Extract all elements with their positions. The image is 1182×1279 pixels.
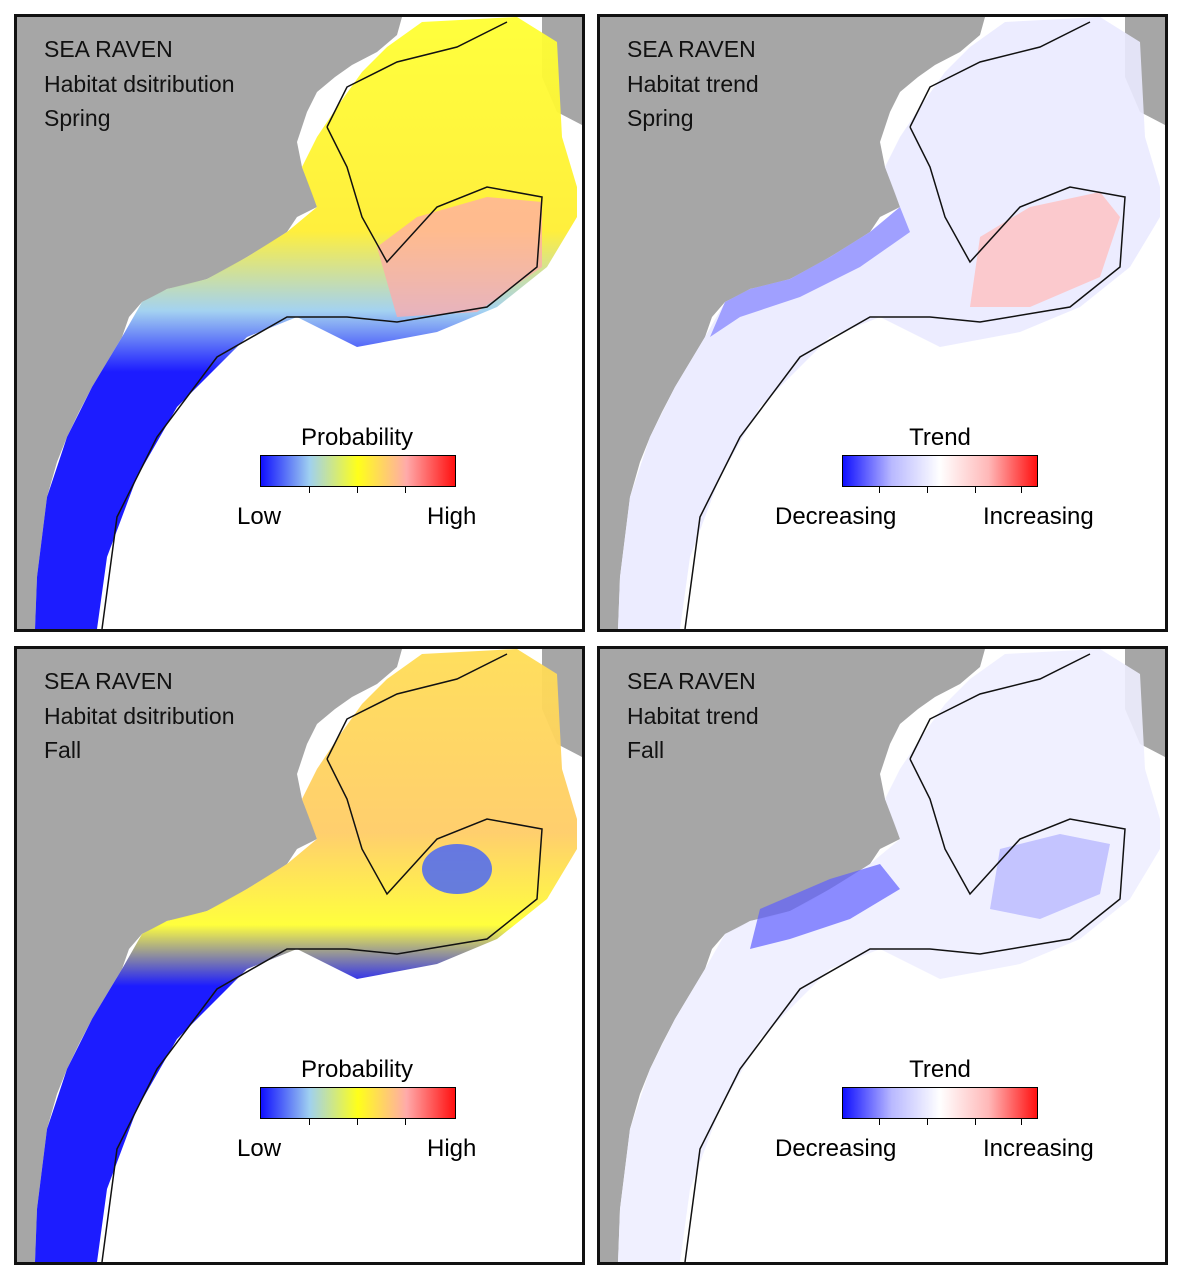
legend-high-label: High [427,1135,477,1162]
probability-legend: Probability Low High [237,422,497,532]
panel-text: SEA RAVEN Habitat trend Fall [627,664,759,768]
season-label: Fall [44,737,82,763]
species-label: SEA RAVEN [627,36,756,62]
species-label: SEA RAVEN [44,36,173,62]
legend-color-bar [260,1087,456,1119]
depth-contour [101,758,543,1262]
season-label: Fall [627,737,665,763]
legend-low-label: Low [237,503,282,530]
depth-contour-north [326,653,508,760]
panel-text: SEA RAVEN Habitat dsitribution Spring [44,32,235,136]
spring-distribution-map-panel: SEA RAVEN Habitat dsitribution Spring Pr… [14,14,585,632]
legend-high-label: Increasing [983,1135,1094,1162]
spring-trend-map-panel: SEA RAVEN Habitat trend Spring Trend Dec… [597,14,1168,632]
legend-low-label: Decreasing [775,1135,897,1162]
species-label: SEA RAVEN [44,668,173,694]
trend-region [618,649,1160,1262]
map-type-label: Habitat dsitribution [44,70,235,97]
legend-title: Probability [300,424,414,451]
trend-legend: Trend Decreasing Increasing [775,422,1125,532]
probability-legend: Probability Low High [237,1054,497,1164]
legend-low-label: Low [237,1135,282,1162]
legend-color-bar [842,1087,1038,1119]
habitat-region [35,649,577,1262]
land-area [17,649,402,1262]
map-type-label: Habitat trend [627,70,759,97]
land-area [600,649,985,1262]
panel-text: SEA RAVEN Habitat dsitribution Fall [44,664,235,768]
depth-contour-north [326,21,508,128]
legend-color-bar [260,455,456,487]
legend-title: Probability [300,1056,414,1083]
trend-decrease-band [710,207,910,337]
map-type-label: Habitat dsitribution [44,702,235,729]
depth-contour [101,126,543,629]
species-label: SEA RAVEN [627,668,756,694]
fall-distribution-map-panel: SEA RAVEN Habitat dsitribution Fall Prob… [14,646,585,1265]
trend-region [618,17,1160,629]
depth-contour-north [909,653,1091,760]
spring-trend-map [600,17,1165,629]
fall-distribution-map [17,649,582,1262]
trend-decrease-zone [990,834,1110,919]
legend-high-label: Increasing [983,503,1094,530]
trend-decrease-band [750,864,900,949]
spring-distribution-map [17,17,582,629]
habitat-region [35,17,577,629]
fall-trend-map-panel: SEA RAVEN Habitat trend Fall Trend Decre… [597,646,1168,1265]
legend-high-label: High [427,503,477,530]
depth-contour [684,758,1126,1262]
depth-contour-north [909,21,1091,128]
panel-text: SEA RAVEN Habitat trend Spring [627,32,759,136]
land-area [17,17,402,629]
map-type-label: Habitat trend [627,702,759,729]
land-area [600,17,985,629]
legend-title: Trend [909,1056,971,1083]
fall-trend-map [600,649,1165,1262]
depth-contour [684,126,1126,629]
legend-color-bar [842,455,1038,487]
low-probability-pocket [422,844,492,894]
trend-legend: Trend Decreasing Increasing [775,1054,1125,1164]
legend-title: Trend [909,424,971,451]
season-label: Spring [44,105,111,131]
legend-low-label: Decreasing [775,503,897,530]
season-label: Spring [627,105,694,131]
